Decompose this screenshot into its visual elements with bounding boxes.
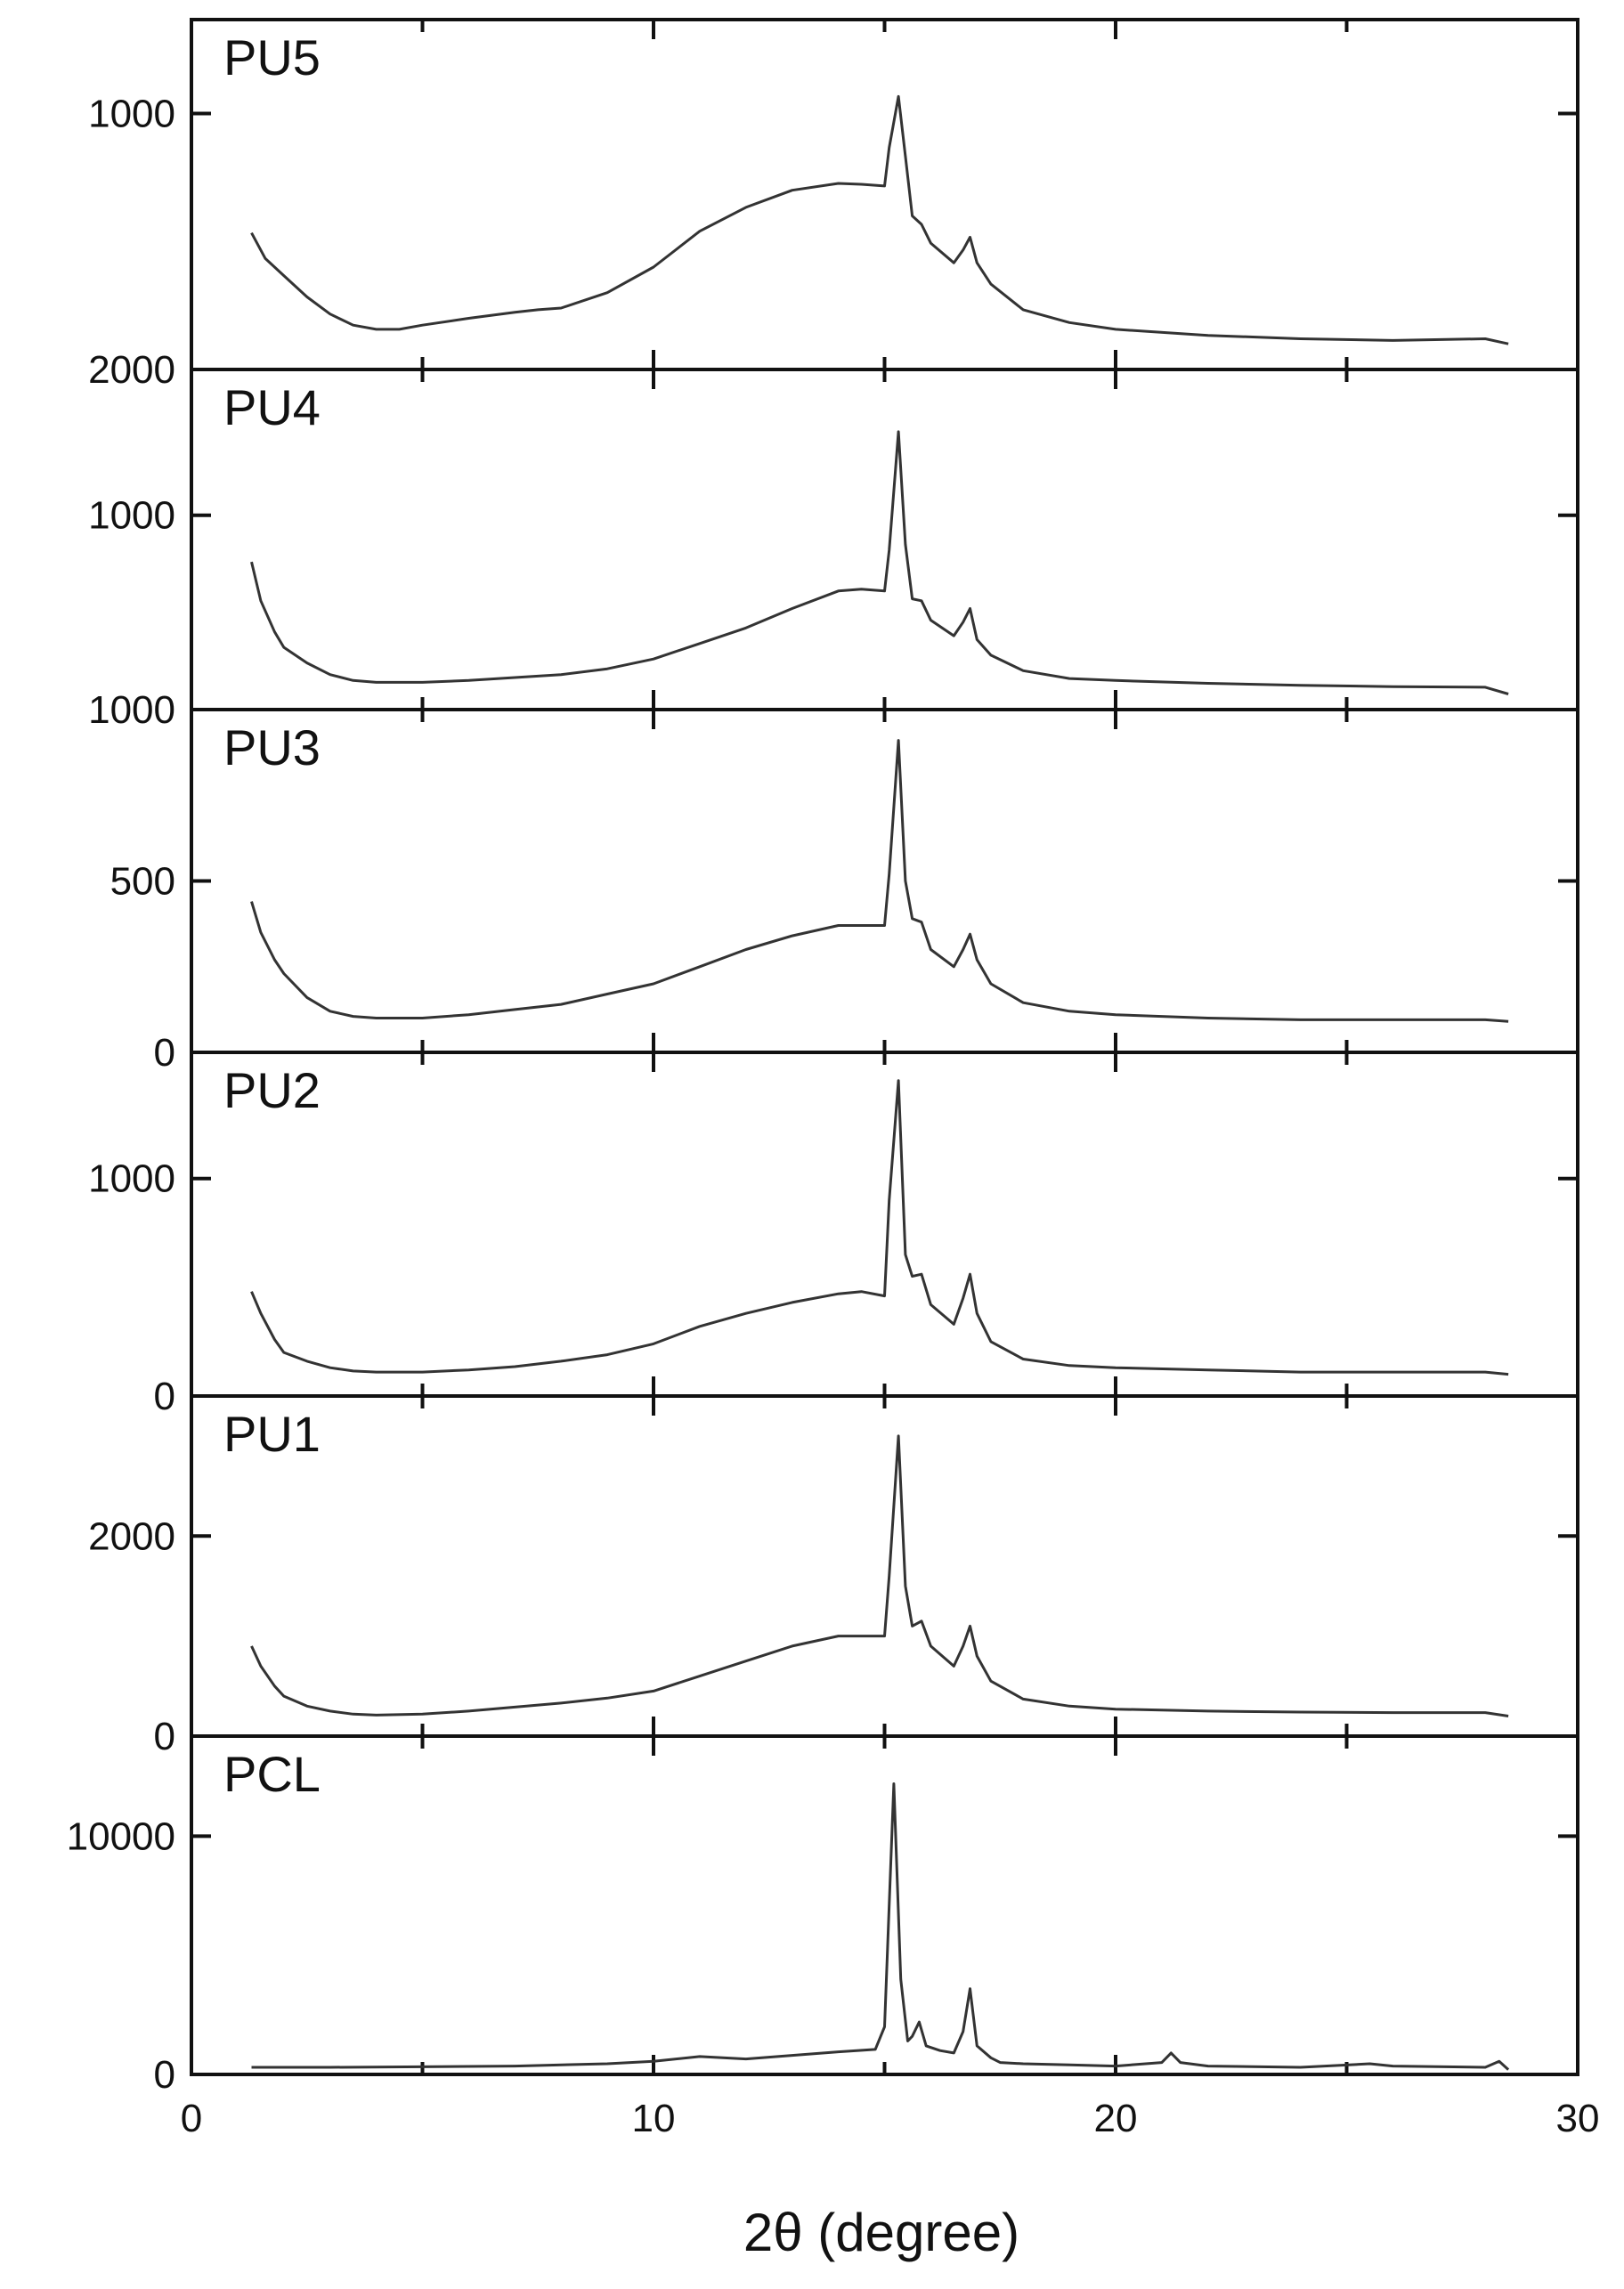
series-line-pcl bbox=[251, 1782, 1510, 2071]
panel-label: PU5 bbox=[223, 29, 321, 85]
y-tick-label: 0 bbox=[154, 2053, 175, 2097]
y-tick-label: 2000 bbox=[88, 1514, 175, 1558]
y-tick-label: 0 bbox=[154, 1715, 175, 1758]
panel-pu5: 1000 2000 PU5 bbox=[88, 20, 1578, 392]
y-tick-label: 1000 bbox=[88, 688, 175, 732]
y-tick-label: 2000 bbox=[88, 348, 175, 392]
y-tick-label: 1000 bbox=[88, 1157, 175, 1201]
panel-label: PCL bbox=[223, 1746, 321, 1802]
y-tick-label: 1000 bbox=[88, 494, 175, 538]
series-line-pu4 bbox=[250, 430, 1509, 695]
panel-pcl: 10000 0 PCL bbox=[67, 1736, 1578, 2097]
series-line-pu2 bbox=[250, 1079, 1509, 1376]
panel-label: PU2 bbox=[223, 1062, 321, 1118]
series-line-pu3 bbox=[250, 739, 1509, 1023]
x-tick-label: 0 bbox=[181, 2097, 202, 2140]
y-tick-label: 500 bbox=[110, 860, 175, 904]
series-line-pu1 bbox=[250, 1434, 1509, 1717]
panel-pu2: 1000 0 PU2 bbox=[88, 1052, 1578, 1418]
y-tick-label: 10000 bbox=[67, 1814, 175, 1858]
panel-pu1: 2000 0 PU1 bbox=[88, 1396, 1578, 1758]
x-axis-title: 2θ (degree) bbox=[743, 2203, 1019, 2262]
y-tick-label: 1000 bbox=[88, 92, 175, 135]
x-tick-label: 30 bbox=[1556, 2097, 1600, 2140]
x-tick-label: 10 bbox=[632, 2097, 676, 2140]
x-tick-label: 20 bbox=[1094, 2097, 1138, 2140]
panel-pu4: 1000 PU4 bbox=[88, 369, 1578, 710]
y-tick-label: 0 bbox=[154, 1375, 175, 1418]
y-tick-label: 0 bbox=[154, 1031, 175, 1075]
plot-frame bbox=[190, 18, 1579, 2076]
series-line-pu5 bbox=[250, 94, 1509, 345]
panel-label: PU1 bbox=[223, 1406, 321, 1462]
panel-label: PU3 bbox=[223, 719, 321, 775]
panel-pu3: 1000 500 0 PU3 bbox=[88, 688, 1578, 1075]
panel-label: PU4 bbox=[223, 379, 321, 435]
